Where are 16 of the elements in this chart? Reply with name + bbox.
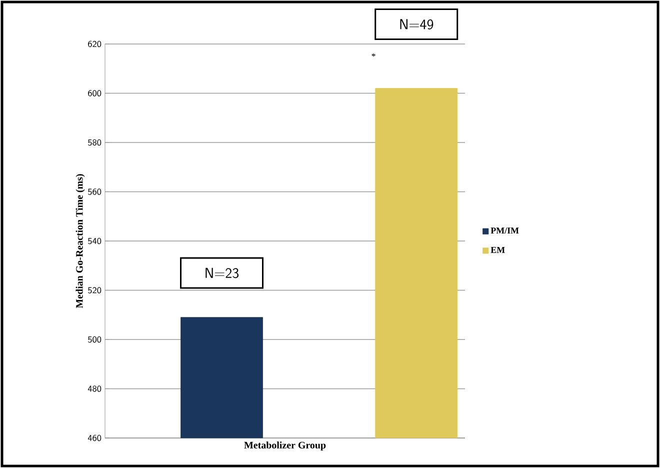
y-tick-label: 540 xyxy=(88,238,102,244)
y-tick-label: 500 xyxy=(88,336,102,343)
annotation: * xyxy=(372,53,376,57)
y-tick-label: 620 xyxy=(88,40,102,48)
x-axis-title: Metabolizer Group xyxy=(244,441,326,451)
y-axis-title: Median Go-Reaction Time (ms) xyxy=(76,174,85,308)
legend-label: EM xyxy=(490,246,505,253)
y-tick-label: 580 xyxy=(88,139,102,146)
y-tick-label: 560 xyxy=(88,188,102,195)
text: N=49 xyxy=(400,19,434,30)
y-tick-label: 520 xyxy=(88,287,102,294)
legend-label: PM/IM xyxy=(490,228,519,234)
y-tick-label: 600 xyxy=(88,90,102,96)
annotation: N=23 xyxy=(206,268,239,278)
y-tick-label: 480 xyxy=(88,386,102,392)
y-tick-label: 460 xyxy=(88,434,102,442)
